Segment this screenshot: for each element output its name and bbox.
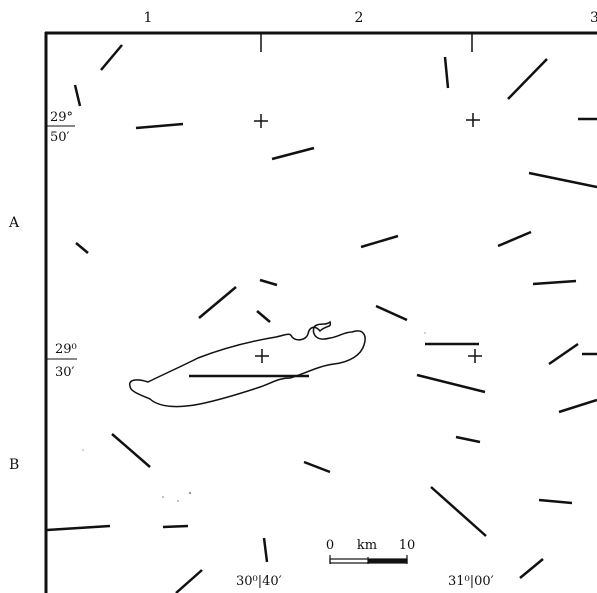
longitude-divider: | (470, 574, 474, 589)
orientation-line (455, 435, 481, 444)
frame-ticks (260, 33, 473, 52)
latitude-label-top: 29° 50′ (47, 110, 75, 145)
orientation-lines (46, 44, 597, 593)
scale-bar-fill (368, 559, 407, 563)
longitude-minutes: 40′ (262, 574, 282, 589)
orientation-line (198, 286, 237, 319)
lake-outline (128, 320, 366, 408)
graticule-cross-icon (254, 114, 268, 128)
orientation-line (497, 230, 532, 248)
scale-bar: 0 km 10 (326, 538, 415, 564)
orientation-line (375, 304, 408, 322)
longitude-degrees: 31⁰ (448, 574, 470, 589)
orientation-line (271, 146, 315, 161)
latitude-minutes: 50′ (50, 130, 70, 145)
longitude-label-left: 30⁰|40′ (236, 574, 282, 589)
orientation-line (175, 569, 203, 593)
orientation-line (507, 58, 548, 100)
orientation-line (416, 373, 486, 394)
scale-unit-label: km (357, 538, 377, 553)
graticule-cross-icon (468, 349, 482, 363)
orientation-line (135, 122, 184, 130)
orientation-line (303, 460, 331, 474)
latitude-minutes: 30′ (55, 365, 75, 380)
longitude-label-right: 31⁰|00′ (448, 574, 494, 589)
orientation-line (519, 558, 544, 579)
orientation-line (100, 44, 123, 71)
orientation-line (262, 537, 269, 563)
orientation-line (443, 56, 450, 89)
orientation-line (532, 279, 577, 286)
latitude-label-mid: 29⁰ 30′ (47, 342, 77, 380)
orientation-line (548, 342, 579, 366)
scale-start-label: 0 (326, 538, 334, 553)
graticule-crosses (254, 113, 482, 363)
orientation-line (360, 234, 399, 249)
graticule-cross-icon (466, 113, 480, 127)
scale-end-label: 10 (399, 538, 416, 553)
longitude-minutes: 00′ (474, 574, 494, 589)
longitude-degrees: 30⁰ (236, 574, 258, 589)
grid-column-1: 1 (144, 10, 153, 26)
orientation-line (558, 398, 597, 414)
orientation-line (46, 524, 111, 532)
orientation-line (538, 498, 573, 505)
latitude-degrees: 29⁰ (55, 342, 77, 357)
orientation-line (75, 242, 89, 254)
orientation-line (259, 278, 278, 287)
map-frame (44, 31, 597, 593)
grid-row-b: B (9, 457, 19, 473)
orientation-line (430, 486, 487, 537)
latitude-degrees: 29° (50, 110, 73, 125)
grid-column-3: 3 (590, 10, 597, 26)
grid-column-2: 2 (355, 10, 364, 26)
orientation-line (528, 171, 597, 189)
grid-row-a: A (8, 215, 20, 231)
orientation-line (73, 84, 82, 107)
orientation-line (162, 524, 189, 529)
graticule-cross-icon (255, 349, 269, 363)
orientation-line (256, 310, 271, 323)
longitude-divider: | (258, 574, 262, 589)
orientation-line (111, 433, 151, 468)
speckles (82, 332, 426, 502)
